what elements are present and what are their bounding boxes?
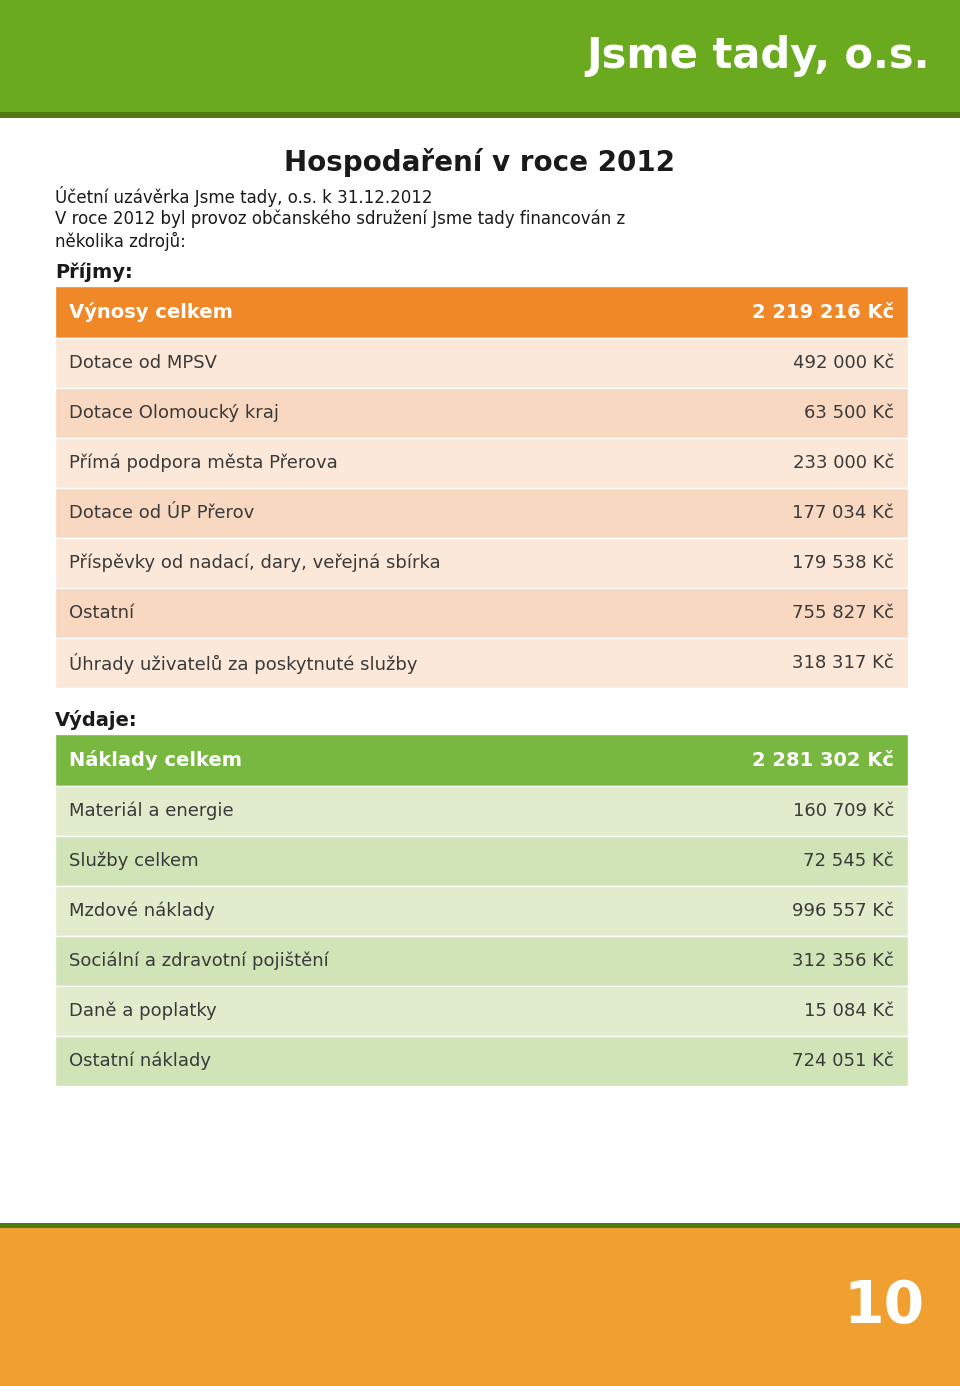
Text: 318 317 Kč: 318 317 Kč [792, 654, 894, 672]
Text: 492 000 Kč: 492 000 Kč [793, 353, 894, 371]
Bar [55, 886, 908, 936]
Text: 2 281 302 Kč: 2 281 302 Kč [752, 750, 894, 769]
Bar [55, 786, 908, 836]
Text: 996 557 Kč: 996 557 Kč [792, 902, 894, 920]
Bar [55, 488, 908, 538]
Text: 15 084 Kč: 15 084 Kč [804, 1002, 894, 1020]
Bar [55, 936, 908, 985]
Text: Ostatní náklady: Ostatní náklady [69, 1052, 211, 1070]
Bar [55, 735, 908, 786]
Text: Přímá podpora města Přerova: Přímá podpora města Přerova [69, 453, 338, 473]
Text: 177 034 Kč: 177 034 Kč [792, 505, 894, 523]
Bar [55, 538, 908, 588]
Text: Příspěvky od nadací, dary, veřejná sbírka: Příspěvky od nadací, dary, veřejná sbírk… [69, 554, 441, 572]
Text: Výdaje:: Výdaje: [55, 710, 137, 730]
Text: Příjmy:: Příjmy: [55, 262, 132, 281]
Text: 755 827 Kč: 755 827 Kč [792, 604, 894, 622]
Text: Dotace Olomoucký kraj: Dotace Olomoucký kraj [69, 403, 279, 421]
Text: V roce 2012 byl provoz občanského sdružení Jsme tady financován z: V roce 2012 byl provoz občanského sdruže… [55, 211, 625, 229]
Text: 312 356 Kč: 312 356 Kč [792, 952, 894, 970]
Text: Hospodaření v roce 2012: Hospodaření v roce 2012 [284, 148, 676, 177]
Bar [0, 1228, 960, 1386]
Bar [0, 112, 960, 118]
Text: 160 709 Kč: 160 709 Kč [793, 802, 894, 821]
Text: 724 051 Kč: 724 051 Kč [792, 1052, 894, 1070]
Text: 179 538 Kč: 179 538 Kč [792, 554, 894, 572]
Text: Sociální a zdravotní pojištění: Sociální a zdravotní pojištění [69, 952, 328, 970]
Text: Úhrady uživatelů za poskytnuté služby: Úhrady uživatelů za poskytnuté služby [69, 653, 418, 674]
Text: Daně a poplatky: Daně a poplatky [69, 1002, 217, 1020]
Text: Jsme tady, o.s.: Jsme tady, o.s. [587, 35, 930, 78]
Text: Dotace od ÚP Přerov: Dotace od ÚP Přerov [69, 505, 254, 523]
Bar [55, 638, 908, 687]
Text: 233 000 Kč: 233 000 Kč [793, 455, 894, 473]
Bar [0, 0, 960, 112]
Text: Výnosy celkem: Výnosy celkem [69, 302, 233, 322]
Text: Dotace od MPSV: Dotace od MPSV [69, 353, 217, 371]
Text: 2 219 216 Kč: 2 219 216 Kč [752, 302, 894, 322]
Text: Mzdové náklady: Mzdové náklady [69, 902, 215, 920]
Text: Náklady celkem: Náklady celkem [69, 750, 242, 771]
Text: Účetní uzávěrka Jsme tady, o.s. k 31.12.2012: Účetní uzávěrka Jsme tady, o.s. k 31.12.… [55, 186, 433, 207]
Text: 10: 10 [844, 1278, 925, 1336]
Bar [55, 438, 908, 488]
Text: 63 500 Kč: 63 500 Kč [804, 403, 894, 421]
Bar [0, 1222, 960, 1228]
Bar [55, 388, 908, 438]
Text: Materiál a energie: Materiál a energie [69, 801, 233, 821]
Bar [55, 1035, 908, 1087]
Bar [55, 836, 908, 886]
Text: 72 545 Kč: 72 545 Kč [804, 852, 894, 870]
Bar [55, 286, 908, 338]
Text: Ostatní: Ostatní [69, 604, 134, 622]
Text: několika zdrojů:: několika zdrojů: [55, 231, 186, 251]
Text: Služby celkem: Služby celkem [69, 852, 199, 870]
Bar [55, 588, 908, 638]
Bar [55, 338, 908, 388]
Bar [55, 985, 908, 1035]
